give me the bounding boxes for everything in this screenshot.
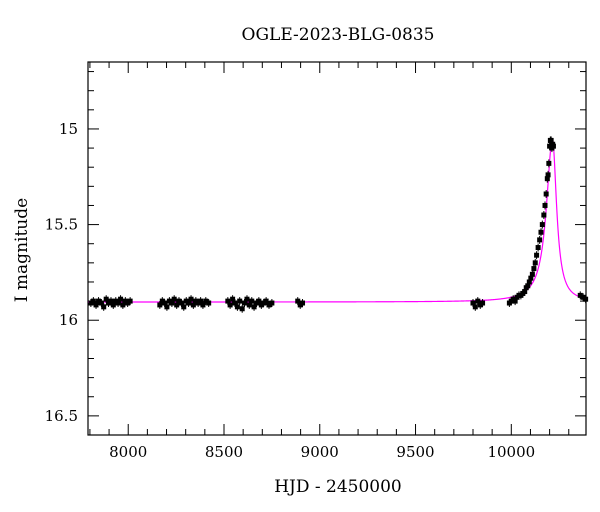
data-point xyxy=(239,306,245,312)
axis-tick-labels: 8000 8500 9000 9500 10000 15 15.5 16 16.5 xyxy=(45,120,536,461)
data-point xyxy=(512,298,518,304)
data-point xyxy=(232,300,238,306)
data-point xyxy=(157,302,163,308)
data-point xyxy=(164,304,170,310)
data-point xyxy=(532,260,538,266)
data-point xyxy=(543,191,549,197)
plot-frame xyxy=(87,61,587,436)
data-point xyxy=(542,202,548,208)
data-point xyxy=(537,237,543,243)
data-point xyxy=(162,300,168,306)
data-point xyxy=(90,298,96,304)
data-points xyxy=(88,136,589,313)
chart-title: OGLE-2023-BLG-0835 xyxy=(242,25,435,45)
data-point xyxy=(101,304,107,310)
data-point xyxy=(96,298,102,304)
data-point xyxy=(127,298,133,304)
data-point xyxy=(188,296,194,302)
x-tick-label: 8500 xyxy=(205,443,243,461)
data-point xyxy=(550,143,556,149)
data-point xyxy=(206,300,212,306)
data-point xyxy=(263,298,269,304)
data-point xyxy=(528,275,534,281)
data-point xyxy=(538,229,544,235)
data-point xyxy=(246,302,252,308)
model-curve xyxy=(88,138,587,303)
data-point xyxy=(522,289,528,295)
data-point xyxy=(541,212,547,218)
data-point xyxy=(480,300,486,306)
data-point xyxy=(230,296,236,302)
data-point xyxy=(295,298,301,304)
data-point xyxy=(227,302,233,308)
y-tick-label: 15 xyxy=(59,120,78,138)
axis-ticks xyxy=(88,62,586,436)
x-tick-label: 9500 xyxy=(396,443,434,461)
data-point xyxy=(181,304,187,310)
data-point xyxy=(234,304,240,310)
data-point xyxy=(203,298,209,304)
data-point xyxy=(529,271,535,277)
data-point xyxy=(98,300,104,306)
x-axis-label: HJD - 2450000 xyxy=(274,477,402,497)
data-point xyxy=(525,283,531,289)
data-point xyxy=(118,296,124,302)
data-point xyxy=(108,298,114,304)
data-point xyxy=(93,302,99,308)
data-point xyxy=(544,176,550,182)
y-tick-label: 16.5 xyxy=(45,407,78,425)
data-point xyxy=(534,252,540,258)
data-point xyxy=(539,222,545,228)
data-point xyxy=(526,279,532,285)
data-point xyxy=(266,302,272,308)
data-point xyxy=(251,304,257,310)
data-point xyxy=(548,137,554,143)
data-point xyxy=(300,300,306,306)
data-point xyxy=(470,300,476,306)
data-point xyxy=(472,304,478,310)
data-point xyxy=(546,160,552,166)
data-point xyxy=(169,300,175,306)
data-point xyxy=(186,300,192,306)
data-point xyxy=(545,172,551,178)
y-axis-label: I magnitude xyxy=(12,198,32,302)
data-point xyxy=(174,302,180,308)
data-point xyxy=(120,302,126,308)
data-point xyxy=(190,302,196,308)
data-point xyxy=(237,298,243,304)
data-point xyxy=(200,302,206,308)
data-point xyxy=(110,302,116,308)
data-point xyxy=(225,298,231,304)
data-point xyxy=(535,245,541,251)
data-point xyxy=(269,300,275,306)
data-point xyxy=(171,296,177,302)
data-point xyxy=(115,300,121,306)
data-point xyxy=(249,298,255,304)
y-tick-label: 16 xyxy=(59,311,78,329)
data-point xyxy=(577,292,583,298)
data-point xyxy=(241,300,247,306)
data-point xyxy=(103,296,109,302)
data-point xyxy=(198,298,204,304)
data-point xyxy=(244,296,250,302)
x-tick-label: 8000 xyxy=(109,443,147,461)
y-tick-label: 15.5 xyxy=(45,216,78,234)
data-point xyxy=(256,298,262,304)
x-tick-label: 10000 xyxy=(487,443,535,461)
data-point xyxy=(475,298,481,304)
data-point xyxy=(583,296,589,302)
x-tick-label: 9000 xyxy=(301,443,339,461)
data-point xyxy=(178,300,184,306)
data-point xyxy=(531,266,537,272)
